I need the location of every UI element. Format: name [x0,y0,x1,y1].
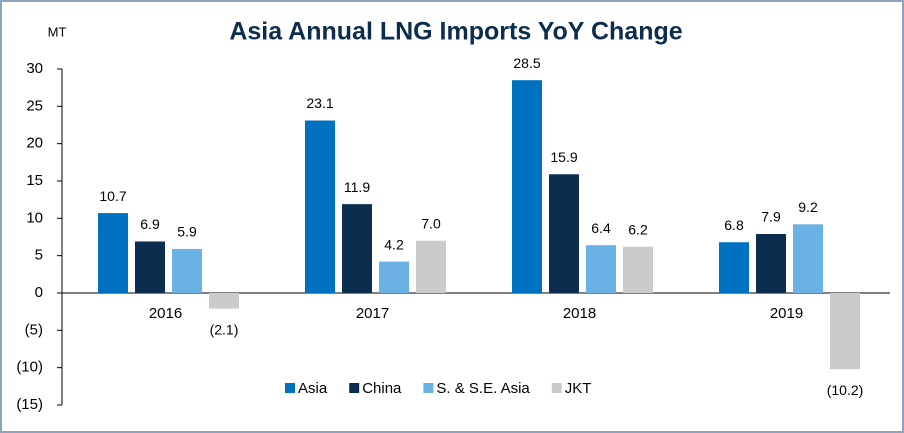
legend-swatch [423,383,434,393]
bar [342,204,372,293]
y-tick-label: 5 [35,247,43,264]
data-label: 10.7 [99,188,126,204]
x-tick-label: 2018 [563,305,596,322]
y-tick-label: (15) [16,396,43,413]
legend-label: Asia [298,380,328,397]
y-tick-label: (5) [25,321,43,338]
bar [98,213,128,293]
y-tick-label: 0 [35,284,43,301]
legend-label: China [362,380,402,397]
x-tick-label: 2016 [149,305,182,322]
bar [793,224,823,293]
bar [756,234,786,293]
bar [830,293,860,370]
bar [209,293,239,309]
data-label: 5.9 [177,224,197,240]
y-tick-label: 20 [26,135,43,152]
chart-title: Asia Annual LNG Imports YoY Change [229,18,682,46]
data-label: 28.5 [513,55,540,71]
y-tick-label: (10) [16,359,43,376]
data-label: 11.9 [344,179,370,195]
data-label: 4.2 [384,236,404,252]
x-tick-label: 2019 [770,305,803,322]
bar [135,241,165,293]
bar [512,80,542,293]
y-tick-label: 30 [26,60,43,77]
data-label: 6.4 [591,220,611,236]
bar [719,242,749,293]
data-label: 6.9 [140,216,160,232]
legend-label: JKT [565,380,592,397]
bar [586,245,616,293]
bar [549,174,579,293]
data-label: 7.0 [421,215,441,231]
bar [416,240,446,293]
y-tick-label: 25 [26,97,43,114]
y-tick-label: 10 [26,209,43,226]
data-label: 7.9 [761,209,781,225]
legend-label: S. & S.E. Asia [436,380,530,397]
bar [172,248,202,293]
y-tick-label: 15 [26,172,43,189]
x-tick-label: 2017 [356,305,389,322]
legend-swatch [285,383,295,393]
data-label: (10.2) [827,382,864,398]
bar [379,261,409,293]
data-label: 23.1 [306,95,333,111]
data-label: 9.2 [798,199,818,215]
legend-swatch [551,383,562,393]
bar [623,246,653,293]
legend-swatch [349,383,360,393]
bar [305,120,335,294]
data-label: 15.9 [550,149,577,165]
data-label: (2.1) [210,321,239,337]
data-label: 6.2 [628,221,648,237]
data-label: 6.8 [724,217,744,233]
y-axis-unit: MT [48,24,67,39]
